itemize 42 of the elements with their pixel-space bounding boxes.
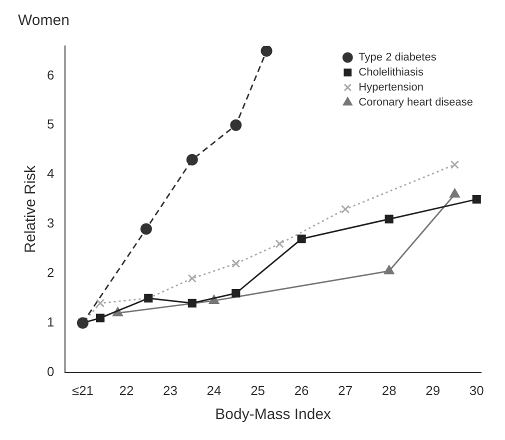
- y-tick-label: 2: [46, 265, 54, 280]
- point: [96, 298, 105, 308]
- legend-label: Type 2 diabetes: [358, 52, 437, 64]
- x-tick-label: 28: [382, 382, 396, 398]
- point: [297, 234, 306, 244]
- y-axis-title: Relative Risk: [22, 164, 40, 253]
- point: [230, 119, 242, 131]
- x-tick-label: 24: [206, 382, 222, 398]
- point: [450, 188, 460, 198]
- point: [232, 288, 240, 298]
- y-tick-label: 3: [46, 216, 54, 231]
- x-tick-label: ≤21: [72, 382, 94, 398]
- x-axis-title: Body-Mass Index: [215, 406, 332, 424]
- y-tick-label: 1: [46, 314, 54, 330]
- point: [384, 265, 394, 274]
- y-tick-label: 4: [46, 166, 54, 182]
- point: [275, 240, 284, 248]
- point: [341, 204, 350, 214]
- legend-label: Hypertension: [358, 82, 424, 94]
- x-tick-label: 26: [294, 382, 309, 398]
- point: [260, 46, 272, 57]
- y-tick-label: 0: [46, 364, 54, 379]
- point: [188, 274, 196, 283]
- point: [450, 160, 460, 169]
- chart-title: Women: [18, 12, 70, 30]
- x-tick-label: 27: [338, 382, 353, 398]
- y-tick-label: 6: [46, 67, 54, 82]
- x-tick-label: 29: [426, 382, 440, 398]
- point: [96, 314, 105, 322]
- y-tick-label: 5: [46, 116, 54, 132]
- point: [186, 154, 198, 166]
- point: [472, 195, 481, 204]
- point: [232, 259, 240, 268]
- point: [140, 223, 152, 235]
- x-tick-label: 22: [119, 382, 134, 398]
- x-tick-label: 25: [250, 382, 266, 398]
- x-tick-label: 30: [469, 382, 484, 398]
- point: [188, 298, 196, 308]
- legend-label: Cholelithiasis: [358, 66, 424, 79]
- x-tick-label: 23: [163, 382, 178, 398]
- legend-label: Coronary heart disease: [358, 96, 474, 109]
- point: [384, 214, 394, 224]
